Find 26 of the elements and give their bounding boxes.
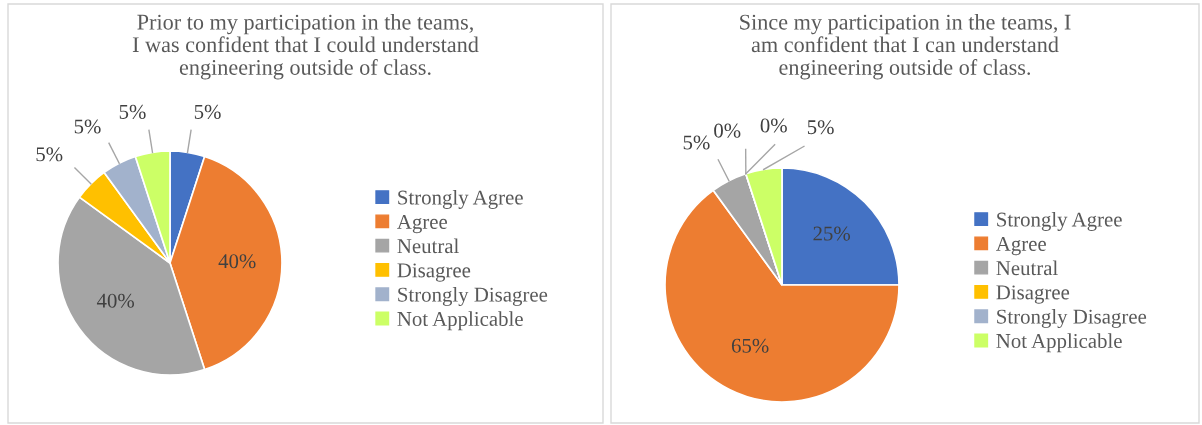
legend-label: Agree — [996, 236, 1046, 256]
data-label: 5% — [194, 104, 221, 119]
text: 0% — [760, 118, 787, 133]
data-label: 5% — [36, 147, 63, 162]
legend-label: Disagree — [996, 285, 1070, 304]
data-label: 40% — [218, 254, 256, 269]
data-label: 65% — [731, 338, 769, 353]
text: 0% — [714, 123, 741, 138]
legend-label: Disagree — [397, 263, 471, 282]
legend-label: Strongly Agree — [997, 211, 1122, 231]
legend-label: Not Applicable — [996, 333, 1122, 353]
data-label: 40% — [96, 293, 135, 308]
data-label: 25% — [813, 226, 851, 241]
legend-label: Strongly Disagree — [997, 309, 1147, 328]
legend-label: Agree — [397, 214, 448, 234]
chart-title: Since my participation in the teams, I am confident that I can understand engineering outside of class. — [740, 14, 1071, 80]
chart-title: Prior to my participation in the teams, I was confident that I could understand engineering outside of class. — [132, 14, 479, 80]
data-label: 5% — [683, 135, 710, 150]
data-label: 5% — [807, 120, 834, 135]
legend-label: Not Applicable — [397, 311, 523, 331]
data-label: 5% — [119, 104, 146, 119]
legend-label: Strongly Agree — [398, 189, 523, 209]
data-label: 5% — [74, 119, 101, 134]
legend-label: Neutral — [397, 238, 459, 254]
legend-label: Strongly Disagree — [398, 287, 548, 306]
legend-label: Neutral — [996, 260, 1058, 276]
